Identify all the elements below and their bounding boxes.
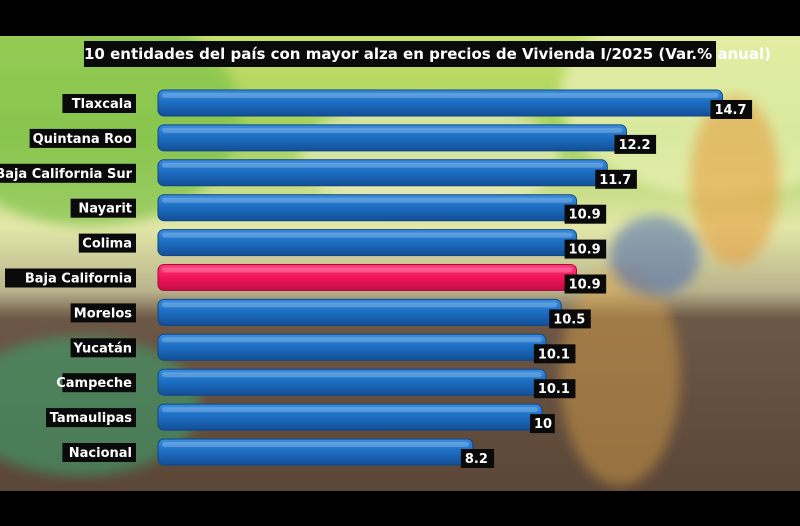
value-label: 10.9 xyxy=(569,243,601,258)
category-label-box xyxy=(78,233,136,253)
value-label: 10.9 xyxy=(569,278,601,293)
value-label: 11.7 xyxy=(599,173,631,188)
bar-row: Quintana Roo 12.2 xyxy=(29,124,657,154)
bottom-letterbox xyxy=(0,491,800,526)
bar-shine xyxy=(162,302,558,308)
category-label: Morelos xyxy=(74,306,132,321)
value-label-box xyxy=(564,274,607,294)
value-label: 8.2 xyxy=(465,452,488,467)
category-label-box xyxy=(70,303,136,323)
category-label: Tlaxcala xyxy=(72,97,132,112)
bar-row: Tamaulipas 10 xyxy=(46,403,555,434)
chart-title: 10 entidades del país con mayor alza en … xyxy=(84,41,771,67)
category-label: Nacional xyxy=(69,446,132,461)
value-label: 14.7 xyxy=(714,103,746,118)
value-label: 10 xyxy=(534,417,552,432)
value-label: 10.1 xyxy=(538,347,570,362)
bar-shine xyxy=(162,197,573,203)
bar-shine xyxy=(162,232,573,238)
value-label-box xyxy=(564,239,607,259)
category-label-box xyxy=(70,338,136,358)
value-label-box xyxy=(595,169,637,189)
category-label: Tamaulipas xyxy=(50,411,133,426)
category-label-box xyxy=(0,163,137,183)
bar-shine xyxy=(162,337,542,343)
bar-row: Campeche 10.1 xyxy=(56,368,576,399)
value-label-box xyxy=(460,449,495,468)
category-label-box xyxy=(62,443,136,462)
bar-row: Yucatán 10.1 xyxy=(70,333,576,364)
category-label-box xyxy=(70,198,136,218)
top-letterbox xyxy=(0,0,800,36)
category-label: Nayarit xyxy=(78,202,132,217)
category-label-box xyxy=(5,268,136,288)
value-label: 12.2 xyxy=(618,138,650,153)
bar-shine xyxy=(162,162,604,168)
bokeh-question-mark xyxy=(560,266,680,486)
bar-shine xyxy=(162,127,623,133)
bar-row: Nacional 8.2 xyxy=(62,438,495,468)
value-label-box xyxy=(549,309,591,329)
value-label-box xyxy=(533,344,576,364)
bar-row: Baja California Sur 11.7 xyxy=(0,159,637,189)
value-label: 10.5 xyxy=(553,312,585,327)
value-label: 10.9 xyxy=(569,208,601,223)
value-label-box xyxy=(564,204,607,224)
category-label-box xyxy=(46,408,136,428)
bokeh-house xyxy=(610,216,700,296)
category-label: Campeche xyxy=(56,376,132,391)
bars-group: Tlaxcala 14.7 Quintana Roo 12.2 Baja Califor… xyxy=(0,89,753,468)
category-label: Baja California xyxy=(25,272,132,287)
bar-shine xyxy=(162,442,469,447)
category-label: Yucatán xyxy=(73,341,132,356)
value-label-box xyxy=(710,100,753,119)
bar-row: Colima 10.9 xyxy=(78,229,607,259)
bar-shine xyxy=(162,372,542,378)
category-label: Quintana Roo xyxy=(33,132,132,147)
category-label: Colima xyxy=(82,237,132,252)
category-label-box xyxy=(62,373,136,393)
bar-shine xyxy=(162,267,573,273)
category-label-box xyxy=(62,94,136,113)
category-label: Baja California Sur xyxy=(0,167,133,182)
bar-row: Tlaxcala 14.7 xyxy=(62,89,753,119)
bar-row: Nayarit 10.9 xyxy=(70,194,607,224)
bokeh-question-mark-top xyxy=(690,96,780,266)
bar-row: Baja California 10.9 xyxy=(5,264,607,294)
value-label-box xyxy=(614,134,657,154)
value-label: 10.1 xyxy=(538,382,570,397)
bar-row: Morelos 10.5 xyxy=(70,298,591,329)
category-label-box xyxy=(29,128,137,148)
value-label-box xyxy=(533,379,576,399)
bar-shine xyxy=(162,93,719,98)
bar-shine xyxy=(162,407,538,413)
value-label-box xyxy=(530,414,555,434)
